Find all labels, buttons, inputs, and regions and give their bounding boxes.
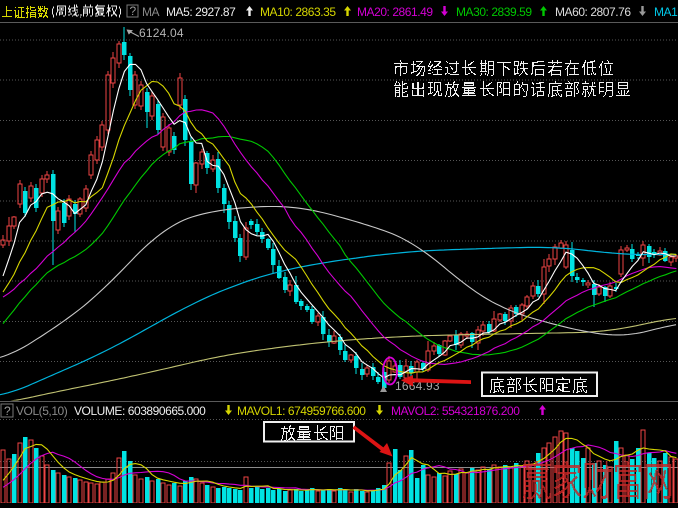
svg-text:?: ? (4, 404, 11, 418)
svg-text:MA30: 2839.59: MA30: 2839.59 (456, 5, 532, 19)
svg-text:MAVOL2: 554321876.200: MAVOL2: 554321876.200 (391, 404, 520, 418)
svg-text:VOLUME: 603890665.000: VOLUME: 603890665.000 (74, 404, 206, 418)
svg-text:MA5: 2927.87: MA5: 2927.87 (166, 5, 236, 19)
svg-text:MA: MA (142, 5, 160, 19)
svg-text:VOL(5,10): VOL(5,10) (16, 404, 68, 418)
svg-text:MA20: 2861.49: MA20: 2861.49 (357, 5, 433, 19)
svg-text:MA10: 2863.35: MA10: 2863.35 (260, 5, 336, 19)
svg-text:6124.04: 6124.04 (139, 26, 184, 40)
svg-text:MA60: 2807.76: MA60: 2807.76 (555, 5, 631, 19)
svg-text:MA1: MA1 (654, 5, 678, 19)
svg-text:MAVOL1: 674959766.600: MAVOL1: 674959766.600 (237, 404, 366, 418)
svg-text:?: ? (130, 4, 137, 18)
